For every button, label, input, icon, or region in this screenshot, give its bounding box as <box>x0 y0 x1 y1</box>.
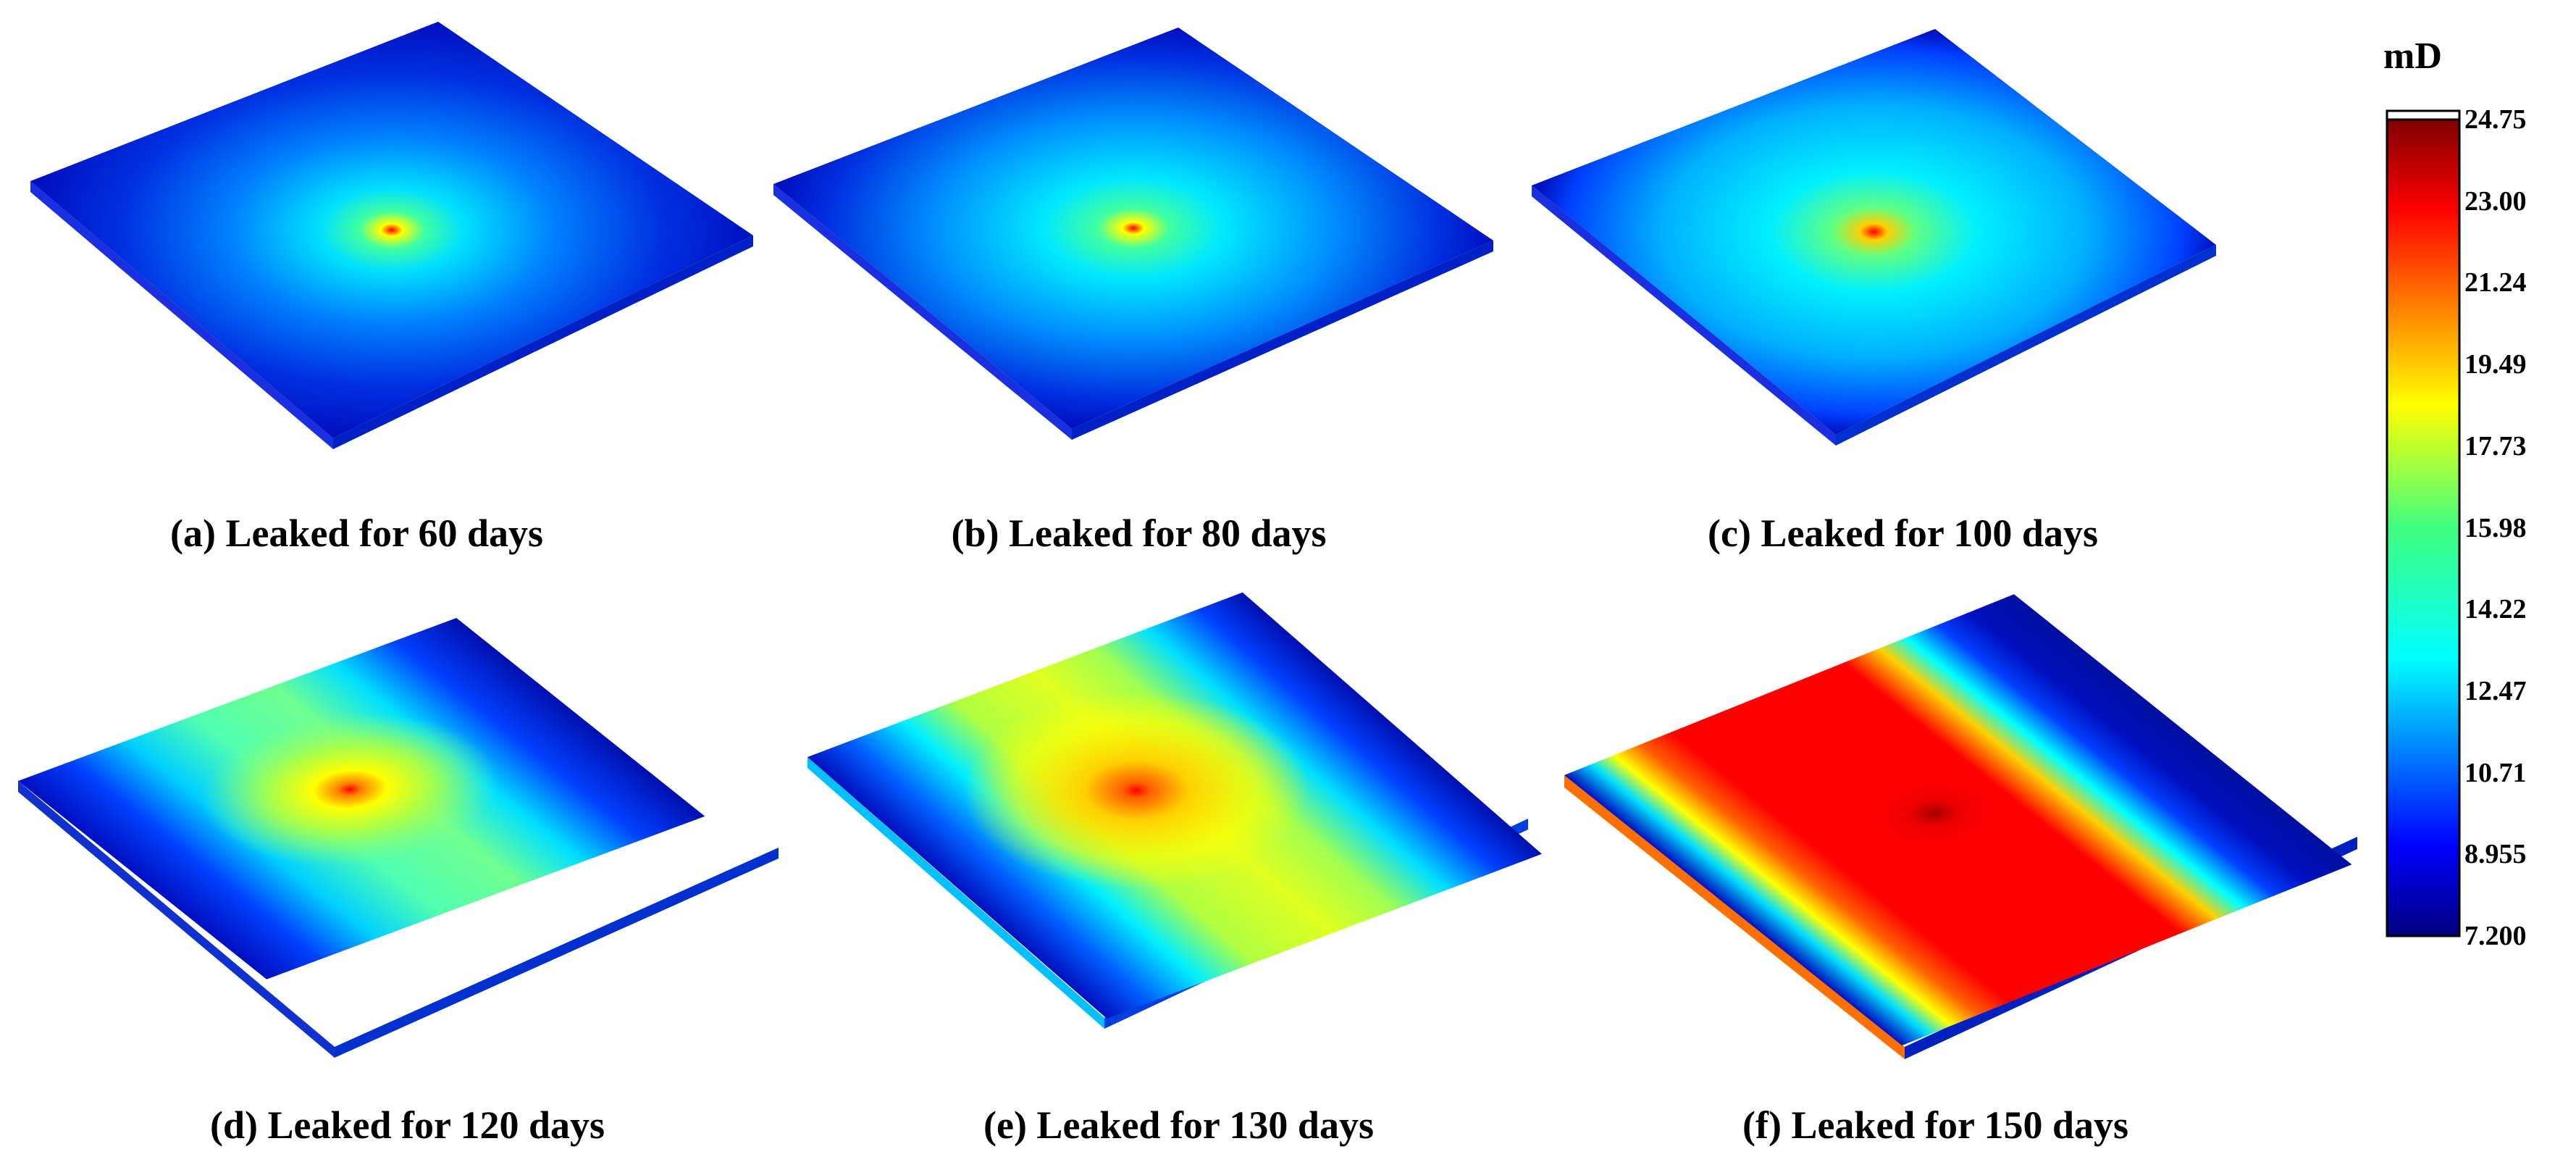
colorbar-tick-label: 24.75 <box>2464 104 2527 135</box>
slab-side-front <box>773 184 1072 440</box>
slab-panel-b <box>773 28 1493 440</box>
slab-top <box>30 22 753 438</box>
slab-top <box>773 28 1493 429</box>
colorbar <box>2386 109 2461 937</box>
panel-caption-a: (a) Leaked for 60 days <box>169 511 543 555</box>
colorbar-tick-label: 12.47 <box>2464 675 2527 706</box>
colorbar-tick-label: 23.00 <box>2464 185 2527 217</box>
slab-side-right <box>1072 241 1493 440</box>
slab-panel-d <box>18 618 779 1058</box>
colorbar-tick-label: 7.200 <box>2464 921 2527 951</box>
colorbar-tick-label: 21.24 <box>2464 267 2527 298</box>
colorbar-top-cap <box>2386 109 2461 121</box>
slab-top <box>1532 29 2216 435</box>
high-permeability-spot <box>963 691 1310 890</box>
panel-caption-f: (f) Leaked for 150 days <box>1742 1103 2128 1147</box>
colorbar-tick-label: 17.73 <box>2464 430 2527 461</box>
slab-side-front <box>1532 185 1836 446</box>
high-permeability-spot <box>202 712 498 866</box>
panel-caption-b: (b) Leaked for 80 days <box>951 511 1327 555</box>
slab-panel-e <box>807 592 1543 1029</box>
colorbar-unit-label: mD <box>2383 35 2442 77</box>
colorbar-gradient <box>2386 118 2461 937</box>
slab-side-front <box>18 781 335 1058</box>
slab-side-right <box>1836 245 2216 446</box>
colorbar-tick-label: 8.955 <box>2464 839 2527 870</box>
slab-side-right <box>333 235 753 449</box>
colorbar-tick-label: 15.98 <box>2464 512 2527 543</box>
slab-panel-c <box>1532 29 2216 446</box>
slab-side-front <box>30 181 333 449</box>
slab-side-front <box>807 757 1104 1029</box>
colorbar-tick-label: 19.49 <box>2464 349 2527 380</box>
panel-caption-d: (d) Leaked for 120 days <box>209 1103 605 1147</box>
colorbar-tick-label: 14.22 <box>2464 594 2527 625</box>
panel-caption-e: (e) Leaked for 130 days <box>983 1103 1374 1147</box>
panel-caption-c: (c) Leaked for 100 days <box>1708 511 2098 555</box>
colorbar-tick-label: 10.71 <box>2464 757 2527 788</box>
slab-panel-a <box>30 22 753 449</box>
slab-side-right <box>335 848 779 1058</box>
slab-panel-f <box>1564 594 2357 1059</box>
high-permeability-spot <box>1852 768 2018 859</box>
slab-side-front <box>1564 775 1905 1059</box>
